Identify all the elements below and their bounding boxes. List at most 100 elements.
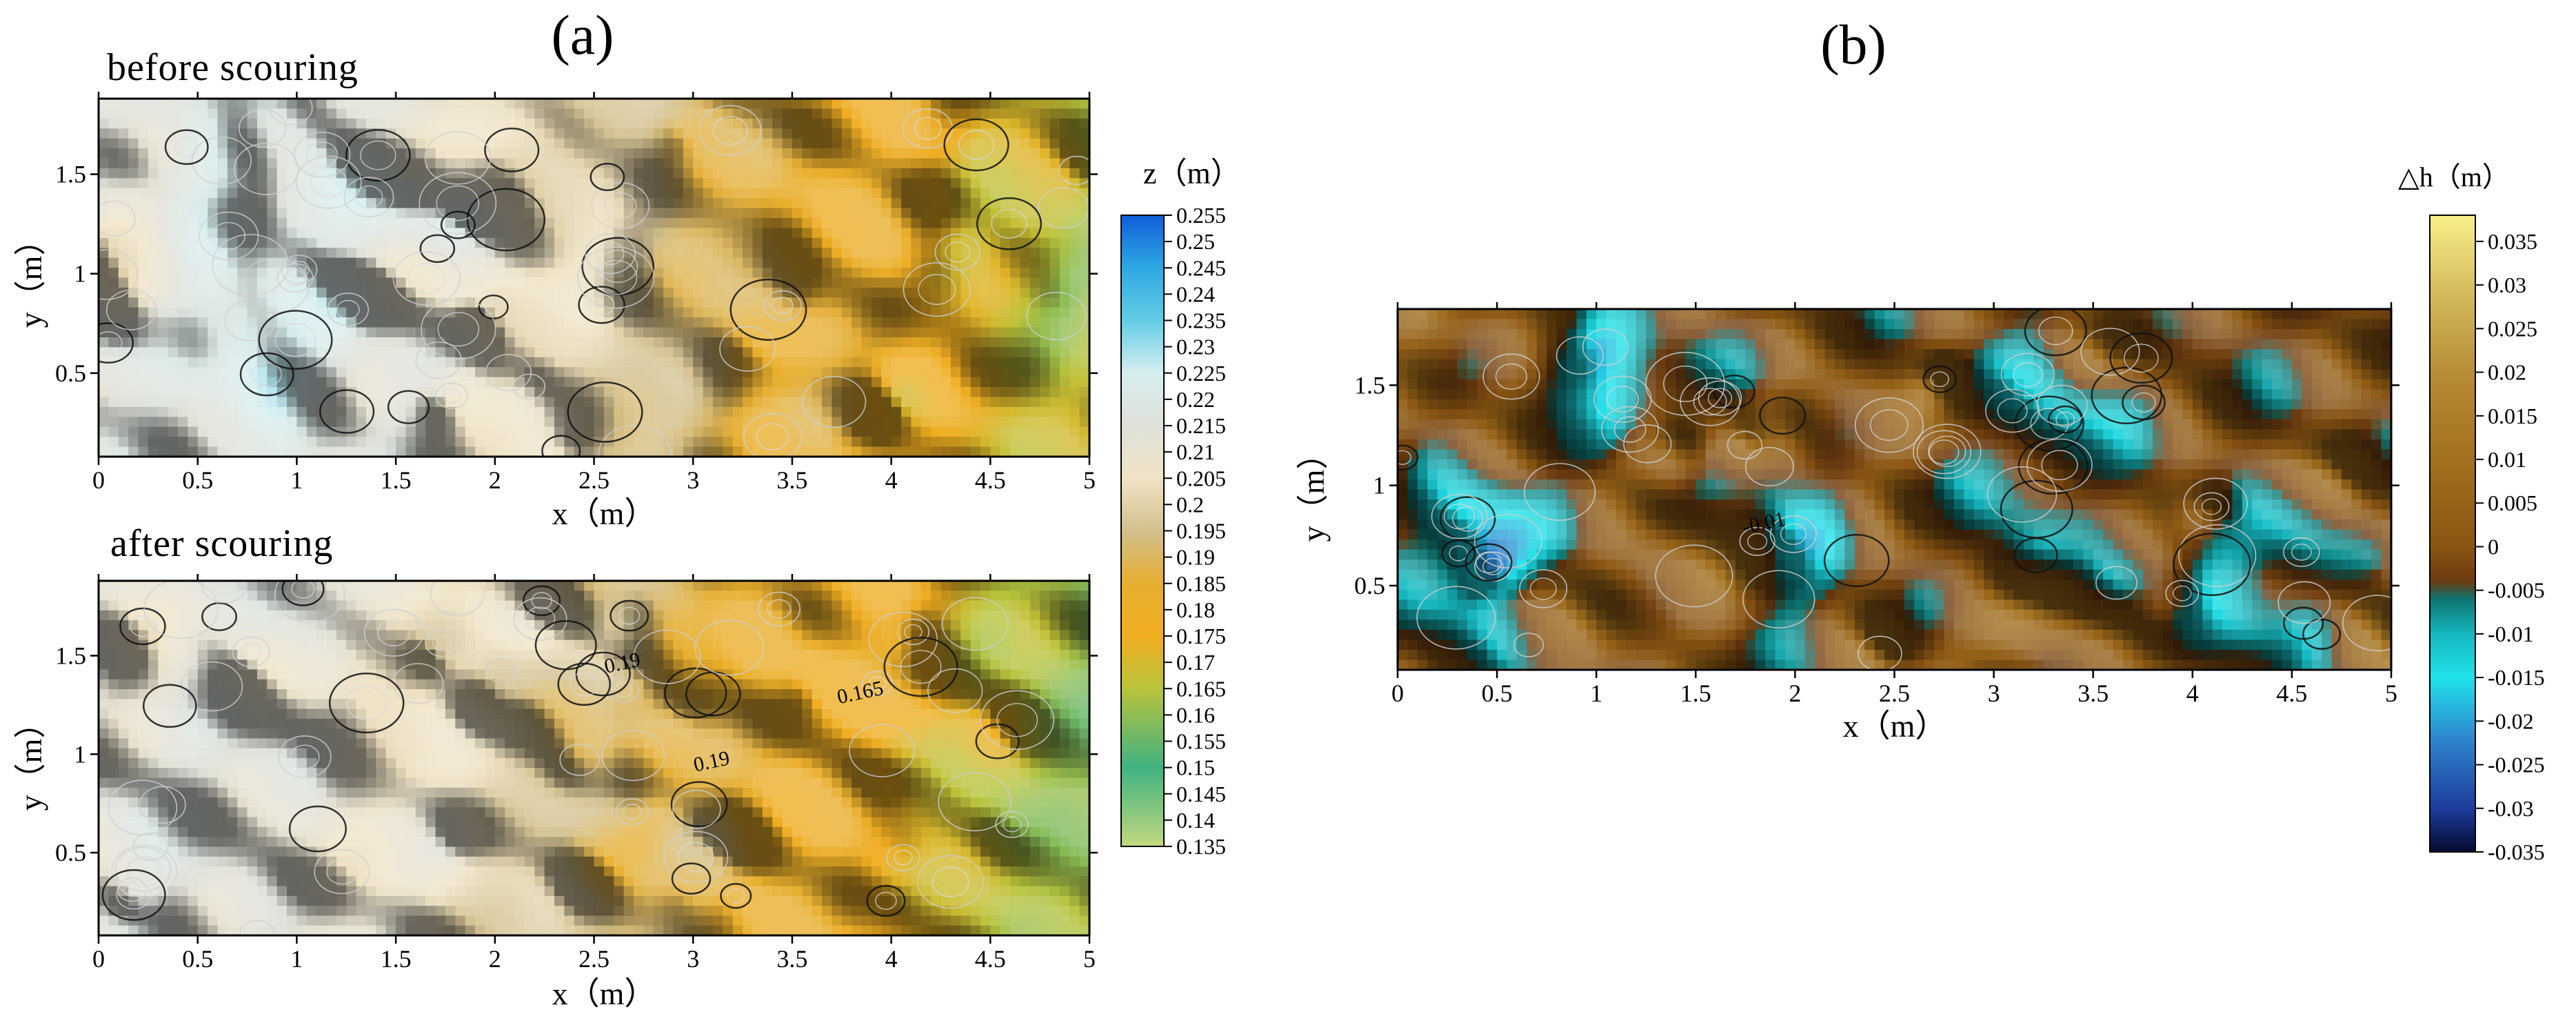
colorbar-tick-label: 0.165 [1176,676,1226,701]
colorbar-tick-label: 0.14 [1176,808,1215,833]
ytick-label: 0.5 [1354,572,1385,599]
colorbar-tick-label: 0.155 [1176,729,1226,754]
xtick-label: 3.5 [776,466,807,494]
ytick-label: 1.5 [55,642,86,670]
xtick-label: 3.5 [776,945,807,973]
xtick-label: 3.5 [2077,679,2109,707]
colorbar-tick-label: 0.25 [1176,229,1215,254]
colorbar-tick-label: 0.205 [1176,466,1226,490]
colorbar-tick-label: -0.005 [2488,578,2545,603]
colorbar-tick-label: 0.025 [2488,316,2537,341]
title-after-scouring: after scouring [110,522,333,565]
xtick-label: 0.5 [182,945,213,973]
colorbar-tick-label: 0.215 [1176,413,1226,438]
colorbar-tick-label: 0.225 [1176,361,1226,386]
colorbar-tick-label: 0.19 [1176,545,1215,570]
colorbar-tick-label: 0.15 [1176,755,1215,780]
xtick-label: 5 [2385,679,2397,707]
colorbar-dh: △h（m） 0.035 0.03 0.025 0.02 0.015 0.01 0.005 0 -… [2398,161,2545,864]
plot-before-scouring: 0 0.5 1 1.5 2 2.5 3 3.5 4 4.5 5 0.5 1 1.5 [55,92,1098,494]
xtick-label: 0 [92,466,105,494]
xtick-label: 1 [1590,679,1602,707]
colorbar-z-label: z（m） [1143,157,1241,190]
xtick-label: 1 [290,945,303,973]
title-before-scouring: before scouring [107,46,359,89]
plot-difference: 0 0.5 1 1.5 2 2.5 3 3.5 4 4.5 50.511.5 -0.01 [1354,302,2399,707]
ylabel-before: y（m） [13,224,48,328]
colorbar-tick-label: -0.035 [2488,840,2545,864]
colorbar-tick-label: 0.235 [1176,308,1226,333]
xtick-label: 2 [489,466,501,494]
xtick-label: 3 [1988,679,2000,707]
colorbar-tick-label: 0.135 [1176,834,1226,859]
xtick-label: 0 [1391,679,1404,707]
colorbar-z-bar [1120,215,1165,847]
panel-label-a: (a) [551,3,614,66]
xtick-label: 1.5 [381,466,412,494]
xtick-label: 4 [885,945,898,973]
colorbar-tick-label: 0.145 [1176,782,1226,806]
colorbar-tick-label: -0.015 [2488,665,2545,690]
xtick-label: 4.5 [975,466,1006,494]
ylabel-after: y（m） [13,707,48,811]
plot-after-scouring: 0 0.5 1 1.5 2 2.5 3 3.5 4 4.5 50.511.5 0.190.1650.… [55,574,1098,973]
colorbar-tick-label: -0.025 [2488,753,2545,777]
colorbar-tick-label: 0.035 [2488,229,2537,254]
xlabel-after: x（m） [552,976,656,1011]
xtick-label: 2 [489,945,501,973]
colorbar-tick-label: 0.02 [2488,360,2526,385]
ytick-label: 1.5 [1354,371,1385,399]
xtick-label: 5 [1083,466,1096,494]
colorbar-tick-label: 0.005 [2488,490,2537,515]
xtick-label: 1 [290,466,303,494]
xtick-label: 1.5 [381,945,412,973]
colorbar-tick-label: 0.2 [1176,492,1204,517]
colorbar-dh-bar [2429,215,2476,853]
xtick-label: 2.5 [578,466,610,494]
xlabel-before: x（m） [552,496,656,531]
colorbar-tick-label: 0.18 [1176,597,1215,622]
xlabel-difference: x（m） [1843,708,1947,744]
colorbar-tick-label: 0.245 [1176,255,1226,280]
xtick-label: 4.5 [975,945,1006,973]
xtick-label: 3 [687,466,699,494]
colorbar-tick-label: 0 [2488,534,2499,559]
xtick-label: 0 [92,945,105,973]
xtick-label: 2.5 [1879,679,1910,707]
panel-label-b: (b) [1820,13,1886,76]
colorbar-tick-label: 0.01 [2488,447,2526,472]
colorbar-dh-label: △h（m） [2398,161,2510,192]
colorbar-tick-label: 0.21 [1176,439,1215,464]
colorbar-tick-label: -0.01 [2488,622,2534,646]
colorbar-tick-label: 0.185 [1176,571,1226,596]
colorbar-tick-label: 0.23 [1176,335,1215,359]
colorbar-tick-label: -0.03 [2488,796,2534,821]
xtick-label: 4 [2186,679,2199,707]
colorbar-tick-label: 0.24 [1176,281,1215,306]
ytick-label: 1 [74,260,86,288]
ytick-label: 1 [1373,472,1385,499]
xtick-label: 2.5 [578,945,610,973]
ytick-label: 0.5 [55,359,86,387]
xtick-label: 1.5 [1680,679,1711,707]
colorbar-tick-label: 0.16 [1176,702,1215,727]
ytick-label: 0.5 [55,839,86,866]
colorbar-tick-label: 0.17 [1176,650,1215,675]
xtick-label: 0.5 [182,466,213,494]
xtick-label: 4 [885,466,898,494]
xtick-label: 5 [1083,945,1096,973]
colorbar-tick-label: -0.02 [2488,708,2534,733]
colorbar-tick-label: 0.175 [1176,624,1226,648]
colorbar-z: z（m） 0.2550.250.2450.240.2350.230.2250.2… [1120,157,1241,859]
ytick-label: 1 [74,740,86,768]
colorbar-tick-label: 0.195 [1176,519,1226,544]
colorbar-tick-label: 0.22 [1176,387,1215,412]
colorbar-tick-label: 0.255 [1176,203,1226,228]
ylabel-difference: y（m） [1296,438,1331,542]
colorbar-tick-label: 0.03 [2488,272,2526,297]
xtick-label: 2 [1789,679,1801,707]
ytick-label: 1.5 [55,161,86,188]
xtick-label: 3 [687,945,699,973]
xtick-label: 0.5 [1482,679,1513,707]
